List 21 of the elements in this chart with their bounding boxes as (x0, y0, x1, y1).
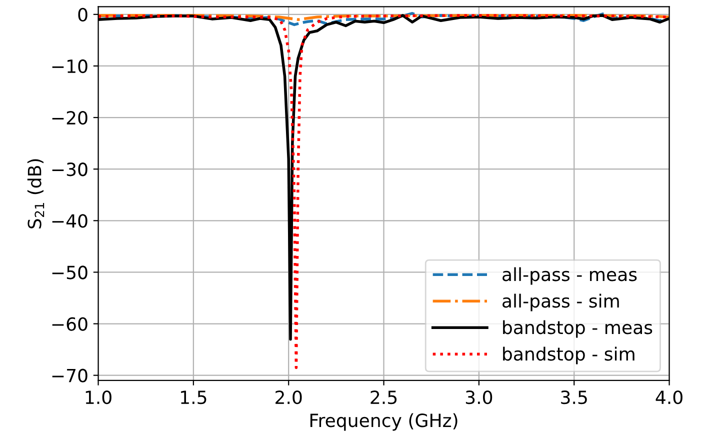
x-tick-label: 3.5 (561, 390, 587, 404)
y-tick-label: −50 (52, 266, 88, 280)
x-tick-label: 3.0 (466, 390, 492, 404)
x-tick-label: 4.0 (656, 390, 682, 404)
legend-label: bandstop - meas (503, 320, 652, 338)
y-tick-label: 0 (78, 8, 88, 22)
y-tick-label: −70 (52, 368, 88, 382)
x-tick-label: 2.0 (276, 390, 302, 404)
y-tick-label: −60 (52, 317, 88, 331)
legend-label: bandstop - sim (503, 346, 634, 364)
x-tick-label: 1.5 (181, 390, 206, 404)
x-tick-label: 1.0 (86, 390, 112, 404)
y-tick-label: −10 (52, 59, 88, 74)
y-tick-label: −40 (52, 214, 88, 228)
y-tick-label: −20 (52, 110, 88, 125)
x-axis-title: Frequency (GHz) (310, 413, 458, 431)
x-tick-label: 2.5 (370, 390, 397, 404)
legend-label: all-pass - sim (502, 294, 619, 312)
y-axis-title: S$_{21}$ (dB) (27, 159, 44, 228)
y-tick-label: −30 (52, 162, 88, 176)
legend-label: all-pass - meas (502, 267, 637, 285)
